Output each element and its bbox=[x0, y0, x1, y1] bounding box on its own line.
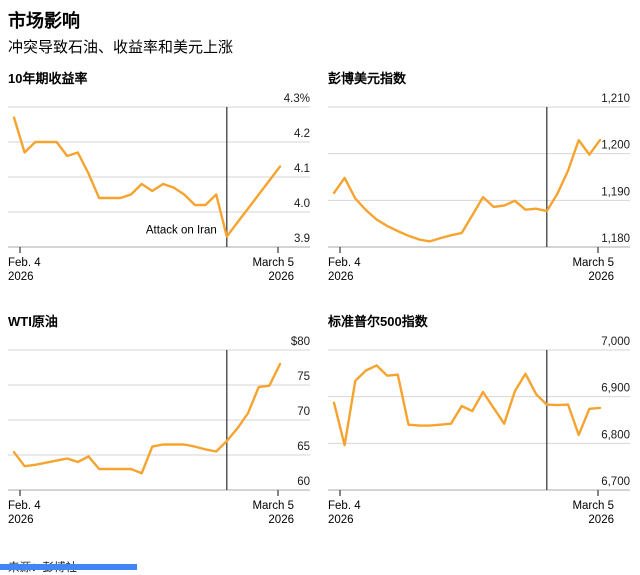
x-end-date: March 5 bbox=[572, 257, 614, 269]
x-end-year: 2026 bbox=[588, 271, 614, 283]
x-axis-label-end: March 5 2026 bbox=[572, 256, 630, 284]
y-tick-label: $80 bbox=[291, 336, 310, 348]
y-tick-label: 1,200 bbox=[601, 140, 630, 152]
x-start-date: Feb. 4 bbox=[328, 500, 361, 512]
x-start-year: 2026 bbox=[8, 271, 34, 283]
x-end-date: March 5 bbox=[252, 500, 294, 512]
x-end-date: March 5 bbox=[252, 257, 294, 269]
10y-yield-line-chart: 4.3% 4.2 4.1 4.0 3.9 Attack on Iran bbox=[8, 93, 310, 253]
series-line bbox=[332, 138, 602, 243]
y-tick-label: 6,700 bbox=[601, 476, 630, 488]
chart-title-wti-crude: WTI原油 bbox=[8, 314, 58, 329]
x-start-date: Feb. 4 bbox=[8, 257, 41, 269]
chart-title-10y-yield: 10年期收益率 bbox=[8, 71, 88, 86]
y-tick-label: 4.0 bbox=[294, 198, 310, 210]
wti-crude-line-chart: $80 75 70 65 60 bbox=[8, 336, 310, 496]
y-tick-label: 1,210 bbox=[601, 93, 630, 105]
chart-panel-10y-yield: 10年期收益率 4.3% 4.2 4.1 4.0 3.9 Attack on Iran F… bbox=[8, 71, 310, 284]
chart-panel-dollar-index: 彭博美元指数 1,210 1,200 1,190 1,180 Feb. 4 2026 … bbox=[328, 71, 630, 284]
y-tick-label: 65 bbox=[297, 441, 310, 453]
y-tick-label: 1,180 bbox=[601, 233, 630, 245]
x-start-year: 2026 bbox=[8, 514, 34, 526]
y-tick-label: 6,900 bbox=[601, 383, 630, 395]
x-axis-label-start: Feb. 4 2026 bbox=[328, 256, 361, 284]
y-tick-label: 4.2 bbox=[294, 128, 310, 140]
chart-title-sp500: 标准普尔500指数 bbox=[328, 314, 428, 329]
y-tick-label: 6,800 bbox=[601, 429, 630, 441]
x-end-year: 2026 bbox=[268, 514, 294, 526]
x-axis-label-end: March 5 2026 bbox=[252, 256, 310, 284]
x-axis-labels: Feb. 4 2026 March 5 2026 bbox=[8, 499, 310, 527]
x-start-year: 2026 bbox=[328, 271, 354, 283]
charts-grid: 10年期收益率 4.3% 4.2 4.1 4.0 3.9 Attack on Iran F… bbox=[8, 71, 632, 527]
y-tick-label: 3.9 bbox=[294, 233, 310, 245]
y-tick-label: 1,190 bbox=[601, 186, 630, 198]
y-tick-label: 4.1 bbox=[294, 163, 310, 175]
page-subtitle: 冲突导致石油、收益率和美元上涨 bbox=[8, 39, 234, 56]
chart-panel-wti-crude: WTI原油 $80 75 70 65 60 Feb. 4 2026 March 5 20… bbox=[8, 314, 310, 527]
x-end-date: March 5 bbox=[572, 500, 614, 512]
y-tick-label: 70 bbox=[297, 406, 310, 418]
x-axis-labels: Feb. 4 2026 March 5 2026 bbox=[328, 256, 630, 284]
x-axis-labels: Feb. 4 2026 March 5 2026 bbox=[328, 499, 630, 527]
x-axis-label-start: Feb. 4 2026 bbox=[328, 499, 361, 527]
x-end-year: 2026 bbox=[268, 271, 294, 283]
x-start-date: Feb. 4 bbox=[8, 500, 41, 512]
y-tick-label: 7,000 bbox=[601, 336, 630, 348]
x-axis-label-start: Feb. 4 2026 bbox=[8, 499, 41, 527]
x-start-date: Feb. 4 bbox=[328, 257, 361, 269]
x-axis-label-end: March 5 2026 bbox=[252, 499, 310, 527]
x-axis-labels: Feb. 4 2026 March 5 2026 bbox=[8, 256, 310, 284]
x-axis-label-start: Feb. 4 2026 bbox=[8, 256, 41, 284]
event-annotation: Attack on Iran bbox=[146, 225, 217, 237]
chart-panel-sp500: 标准普尔500指数 7,000 6,900 6,800 6,700 Feb. 4 20… bbox=[328, 314, 630, 527]
series-line bbox=[12, 362, 282, 475]
horizontal-scrollbar-thumb[interactable] bbox=[0, 564, 137, 570]
page-title: 市场影响 bbox=[8, 11, 80, 31]
x-axis-label-end: March 5 2026 bbox=[572, 499, 630, 527]
y-tick-label: 75 bbox=[297, 371, 310, 383]
y-tick-label: 4.3% bbox=[284, 93, 310, 105]
x-start-year: 2026 bbox=[328, 514, 354, 526]
dollar-index-line-chart: 1,210 1,200 1,190 1,180 bbox=[328, 93, 630, 253]
sp500-line-chart: 7,000 6,900 6,800 6,700 bbox=[328, 336, 630, 496]
x-end-year: 2026 bbox=[588, 514, 614, 526]
series-line bbox=[12, 116, 282, 238]
series-line bbox=[332, 364, 602, 447]
y-tick-label: 60 bbox=[297, 476, 310, 488]
chart-title-dollar-index: 彭博美元指数 bbox=[328, 71, 407, 86]
